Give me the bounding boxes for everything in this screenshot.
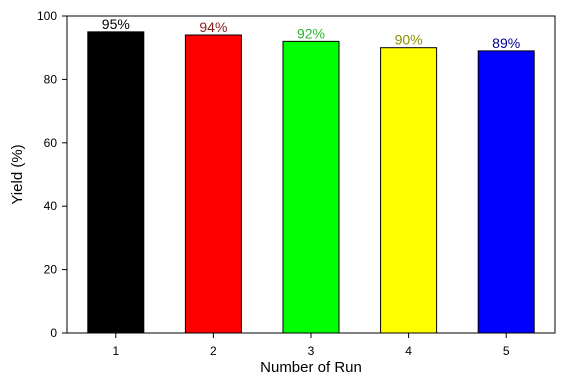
x-axis-title: Number of Run xyxy=(260,359,362,376)
data-label-run-1: 95% xyxy=(102,16,130,32)
data-label-run-3: 92% xyxy=(297,25,325,41)
y-tick-label: 40 xyxy=(44,199,58,213)
data-label-run-5: 89% xyxy=(492,35,520,51)
y-tick-label: 100 xyxy=(37,9,57,23)
x-axis: 1 2 3 4 5 xyxy=(112,333,510,358)
y-tick-label: 60 xyxy=(44,136,58,150)
data-labels-group: 95% 94% 92% 90% 89% xyxy=(102,16,520,51)
bars-group xyxy=(87,31,535,334)
y-tick-label: 80 xyxy=(44,72,58,86)
bar-run-3 xyxy=(282,40,340,334)
x-tick-label: 3 xyxy=(308,344,315,358)
bar-run-4 xyxy=(380,47,438,334)
bar-run-5 xyxy=(477,50,535,334)
x-tick-label: 1 xyxy=(112,344,119,358)
bar-run-2 xyxy=(184,34,242,334)
plot-frame xyxy=(66,15,556,334)
data-label-run-4: 90% xyxy=(395,32,423,48)
y-tick-label: 0 xyxy=(50,326,57,340)
bar-run-1 xyxy=(87,31,145,334)
x-tick-label: 4 xyxy=(405,344,412,358)
x-tick-label: 5 xyxy=(503,344,510,358)
y-axis-title: Yield (%) xyxy=(9,144,26,204)
x-tick-label: 2 xyxy=(210,344,217,358)
y-axis: 0 20 40 60 80 100 xyxy=(37,9,67,340)
y-tick-label: 20 xyxy=(44,263,58,277)
data-label-run-2: 94% xyxy=(199,19,227,35)
